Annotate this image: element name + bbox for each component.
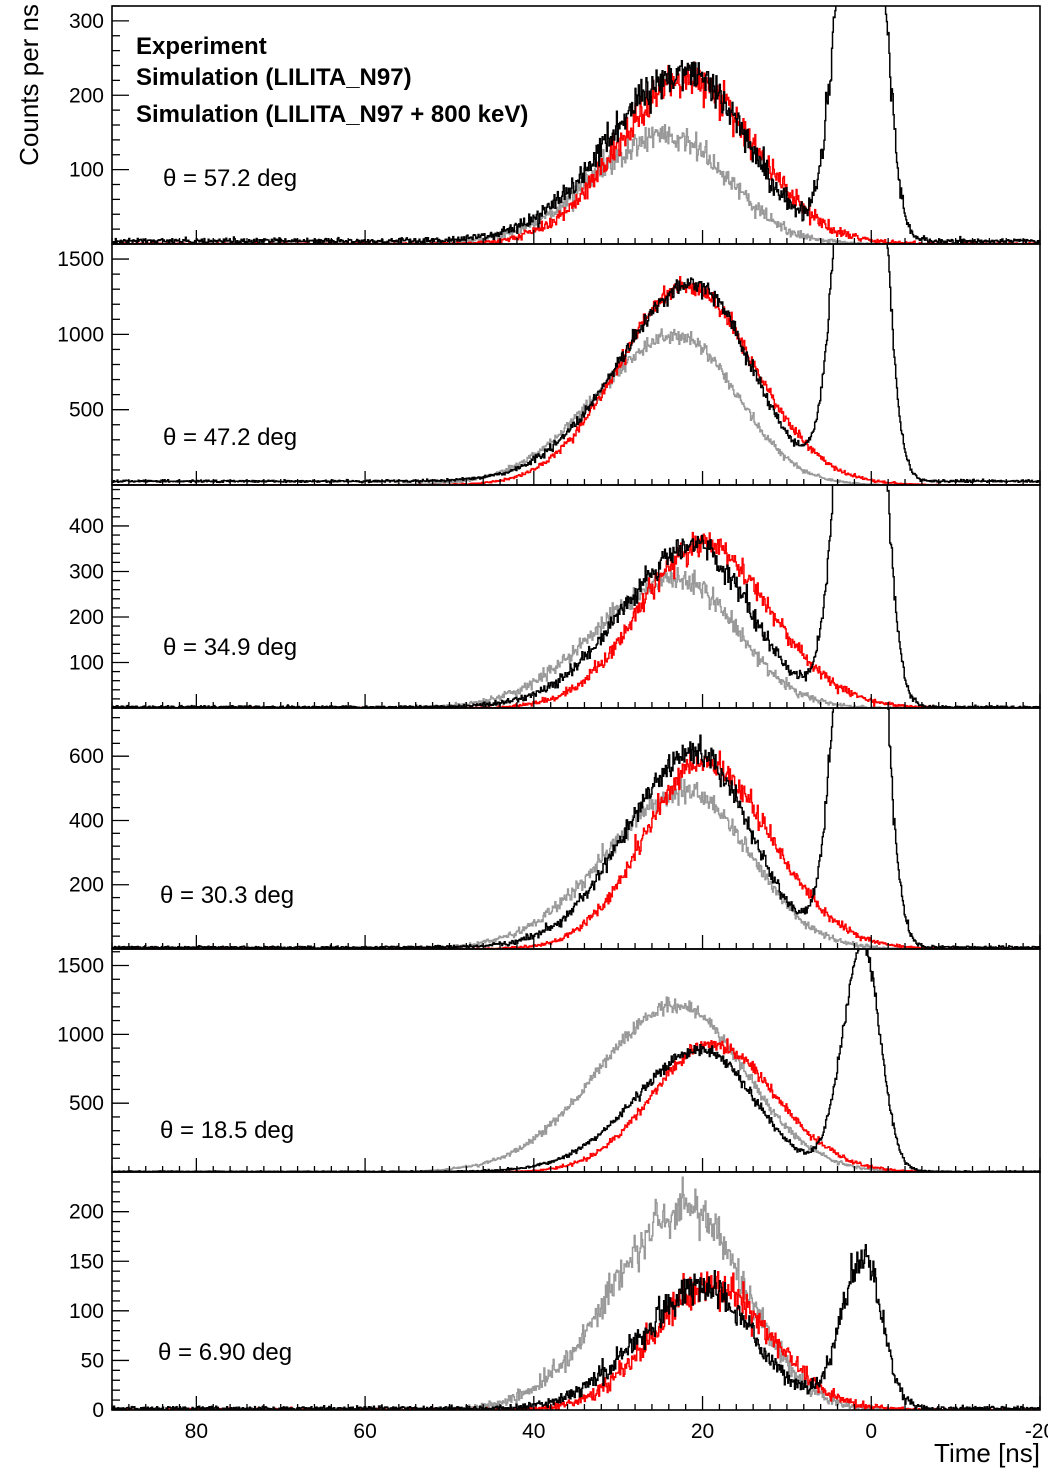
y-tick-label: 200: [69, 84, 104, 107]
x-tick-label: 60: [353, 1420, 376, 1443]
y-axis-label: Counts per ns: [14, 4, 44, 166]
x-tick-label: 20: [691, 1420, 714, 1443]
y-tick-label: 100: [69, 159, 104, 182]
y-tick-label: 300: [69, 10, 104, 33]
y-tick-label: 200: [69, 874, 104, 897]
y-tick-label: 500: [69, 1092, 104, 1115]
panel-angle-label: θ = 30.3 deg: [160, 882, 294, 909]
legend: Experiment Simulation (LILITA_N97) Simul…: [136, 33, 528, 128]
y-tick-label: 400: [69, 515, 104, 538]
series-experiment: [112, 485, 1040, 708]
x-tick-label: 80: [185, 1420, 208, 1443]
y-tick-label: 300: [69, 560, 104, 583]
y-tick-label: 500: [69, 399, 104, 422]
legend-entry-experiment: Experiment: [136, 33, 267, 60]
series-simulation-800kev: [112, 276, 1040, 485]
x-axis-label: Time [ns]: [934, 1438, 1040, 1468]
panel-angle-label: θ = 6.90 deg: [158, 1339, 292, 1366]
chart-panel: 100 200 300 θ = 57.2 deg: [69, 5, 1041, 245]
x-tick-label: -20: [1025, 1420, 1048, 1443]
y-tick-label: 150: [69, 1250, 104, 1273]
chart-panel: 500 1000 1500 θ = 47.2 deg: [57, 243, 1041, 486]
panel-angle-label: θ = 57.2 deg: [163, 165, 297, 192]
y-tick-label: 1000: [57, 1023, 104, 1046]
y-tick-label: 400: [69, 809, 104, 832]
x-tick-label: 0: [865, 1420, 877, 1443]
series-simulation-800kev: [112, 1038, 1040, 1172]
series-experiment: [112, 244, 1040, 484]
series-simulation-800kev: [112, 748, 1040, 949]
y-tick-label: 600: [69, 745, 104, 768]
y-tick-label: 200: [69, 606, 104, 629]
y-tick-label: 50: [81, 1349, 104, 1372]
x-tick-label: 40: [522, 1420, 545, 1443]
y-tick-label: 1500: [57, 955, 104, 978]
legend-entry-simulation: Simulation (LILITA_N97): [136, 64, 412, 91]
y-tick-label: 1000: [57, 323, 104, 346]
y-tick-label: 0: [92, 1399, 104, 1422]
y-tick-label: 100: [69, 1300, 104, 1323]
chart-panel: 500 1000 1500 θ = 18.5 deg: [57, 948, 1041, 1173]
series-experiment: [112, 708, 1040, 949]
y-tick-label: 200: [69, 1201, 104, 1224]
y-tick-label: 100: [69, 651, 104, 674]
series-experiment: [112, 1243, 1040, 1410]
panel-angle-label: θ = 47.2 deg: [163, 424, 297, 451]
panel-angle-label: θ = 18.5 deg: [160, 1117, 294, 1144]
panel-angle-label: θ = 34.9 deg: [163, 634, 297, 661]
y-tick-label: 1500: [57, 248, 104, 271]
legend-entry-simulation-800kev: Simulation (LILITA_N97 + 800 keV): [136, 101, 528, 128]
series-experiment: [112, 6, 1040, 244]
